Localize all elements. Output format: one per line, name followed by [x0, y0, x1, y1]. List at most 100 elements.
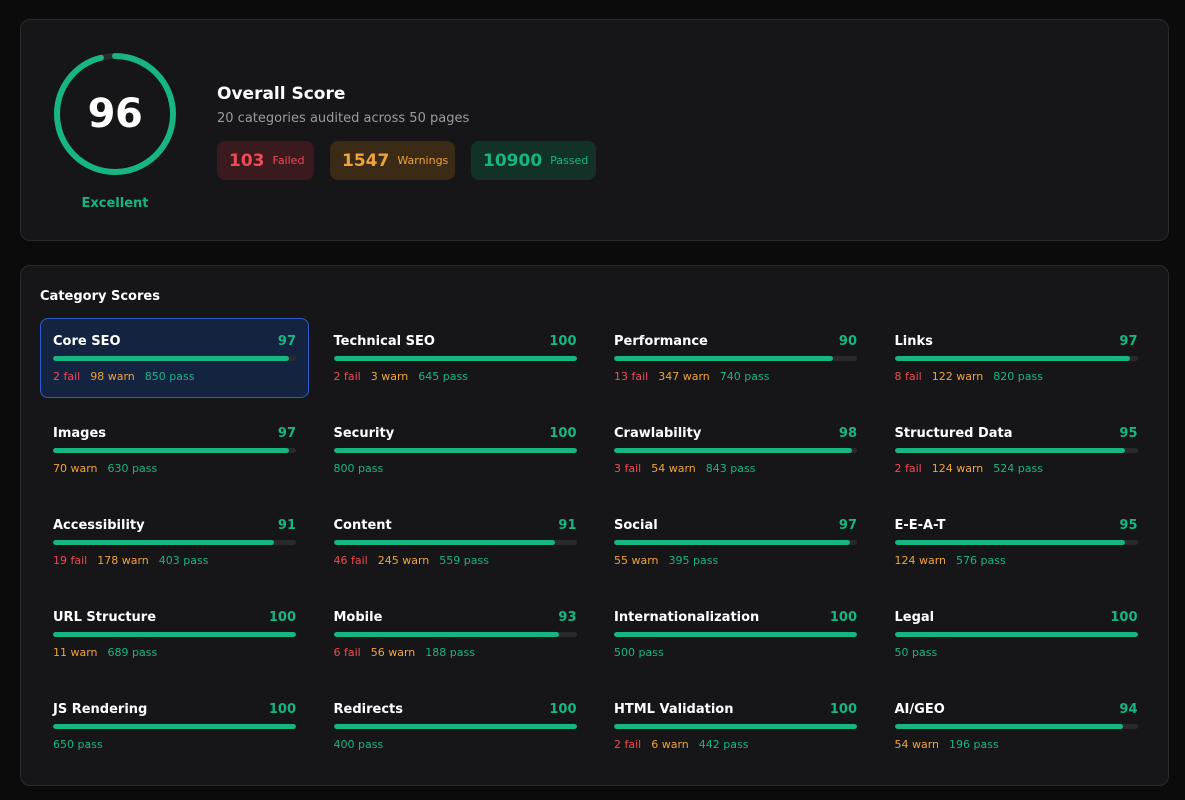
category-card-header: Redirects 100 — [334, 702, 577, 717]
category-score-bar-fill — [614, 724, 857, 729]
category-card-core-seo[interactable]: Core SEO 97 2 fail 98 warn 850 pass — [40, 318, 309, 398]
category-card-header: Links 97 — [895, 334, 1138, 349]
category-score-bar-fill — [894, 632, 1138, 637]
pass-count: 630 pass — [107, 462, 158, 475]
category-name: Content — [333, 518, 392, 533]
category-counts: 6 fail 56 warn 188 pass — [334, 646, 475, 659]
category-score-bar-fill — [614, 356, 833, 361]
category-card-social[interactable]: Social 97 55 warn 395 pass — [601, 502, 870, 582]
category-card-technical-seo[interactable]: Technical SEO 100 2 fail 3 warn 645 pass — [321, 318, 590, 398]
category-score: 100 — [549, 702, 577, 717]
category-card-html-validation[interactable]: HTML Validation 100 2 fail 6 warn 442 pass — [601, 686, 870, 766]
category-card-header: Legal 100 — [895, 610, 1138, 625]
category-score-bar-fill — [894, 724, 1123, 729]
warn-count: 98 warn — [90, 370, 135, 383]
category-card-performance[interactable]: Performance 90 13 fail 347 warn 740 pass — [601, 318, 870, 398]
warn-count: 56 warn — [370, 646, 416, 659]
category-name: HTML Validation — [614, 702, 734, 717]
score-ring-progress — [54, 53, 176, 175]
category-card-header: URL Structure 100 — [53, 610, 296, 625]
category-counts: 13 fail 347 warn 740 pass — [614, 370, 769, 383]
category-card-images[interactable]: Images 97 70 warn 630 pass — [40, 410, 309, 490]
pass-count: 820 pass — [993, 370, 1043, 383]
warnings-stat-badge[interactable]: 1547 Warnings — [330, 141, 455, 180]
warn-count: 124 warn — [931, 462, 984, 475]
category-counts: 11 warn 689 pass — [53, 646, 157, 659]
category-score: 91 — [558, 518, 577, 533]
fail-count: 6 fail — [333, 646, 361, 659]
category-card-e-e-a-t[interactable]: E-E-A-T 95 124 warn 576 pass — [882, 502, 1151, 582]
pass-count: 689 pass — [107, 646, 158, 659]
category-score-bar — [614, 632, 857, 637]
category-card-url-structure[interactable]: URL Structure 100 11 warn 689 pass — [40, 594, 309, 674]
pass-count: 196 pass — [949, 738, 999, 751]
warn-count: 54 warn — [651, 462, 696, 475]
category-score: 97 — [838, 518, 857, 533]
category-counts: 2 fail 3 warn 645 pass — [334, 370, 468, 383]
category-counts: 70 warn 630 pass — [53, 462, 157, 475]
category-score-bar — [53, 632, 296, 637]
category-card-crawlability[interactable]: Crawlability 98 3 fail 54 warn 843 pass — [601, 410, 870, 490]
category-card-header: Internationalization 100 — [614, 610, 857, 625]
pass-count: 650 pass — [53, 738, 103, 751]
category-card-header: Core SEO 97 — [53, 334, 296, 349]
category-score-bar-fill — [894, 356, 1131, 361]
pass-count: 403 pass — [158, 554, 209, 567]
warn-count: 70 warn — [53, 462, 98, 475]
category-card-security[interactable]: Security 100 800 pass — [321, 410, 590, 490]
category-score-bar — [333, 356, 577, 361]
category-counts: 650 pass — [53, 738, 103, 751]
pass-count: 50 pass — [894, 646, 938, 659]
score-ring-graphic — [54, 53, 176, 175]
category-counts: 800 pass — [334, 462, 384, 475]
category-card-redirects[interactable]: Redirects 100 400 pass — [321, 686, 590, 766]
category-card-header: Accessibility 91 — [53, 518, 296, 533]
category-score-bar-fill — [333, 632, 560, 637]
category-card-header: HTML Validation 100 — [614, 702, 857, 717]
category-score-bar-fill — [614, 448, 853, 453]
category-counts: 400 pass — [334, 738, 384, 751]
category-card-header: JS Rendering 100 — [53, 702, 296, 717]
fail-count: 8 fail — [894, 370, 922, 383]
pass-count: 524 pass — [993, 462, 1043, 475]
category-card-ai-geo[interactable]: AI/GEO 94 54 warn 196 pass — [882, 686, 1151, 766]
category-card-mobile[interactable]: Mobile 93 6 fail 56 warn 188 pass — [321, 594, 590, 674]
category-counts: 2 fail 6 warn 442 pass — [614, 738, 748, 751]
category-score-bar — [614, 540, 857, 545]
pass-count: 800 pass — [333, 462, 384, 475]
category-score-bar — [333, 448, 577, 453]
category-name: Legal — [894, 610, 935, 625]
category-score: 98 — [838, 426, 857, 441]
failed-stat-badge[interactable]: 103 Failed — [217, 141, 314, 180]
category-score-bar — [333, 540, 577, 545]
category-score-bar-fill — [333, 356, 577, 361]
category-card-internationalization[interactable]: Internationalization 100 500 pass — [601, 594, 870, 674]
passed-stat-badge[interactable]: 10900 Passed — [471, 141, 596, 180]
pass-count: 559 pass — [439, 554, 489, 567]
failed-count: 103 — [229, 150, 265, 171]
score-rating-label: Excellent — [81, 196, 149, 211]
category-card-header: E-E-A-T 95 — [895, 518, 1138, 533]
warn-count: 6 warn — [651, 738, 689, 751]
category-score: 100 — [268, 610, 296, 625]
category-card-links[interactable]: Links 97 8 fail 122 warn 820 pass — [882, 318, 1151, 398]
pass-count: 645 pass — [418, 370, 468, 383]
category-card-content[interactable]: Content 91 46 fail 245 warn 559 pass — [321, 502, 590, 582]
overall-score-panel: 96 Excellent Overall Score 20 categories… — [20, 19, 1169, 241]
category-card-structured-data[interactable]: Structured Data 95 2 fail 124 warn 524 pass — [882, 410, 1151, 490]
category-name: Links — [894, 334, 933, 349]
category-score-bar — [53, 356, 296, 361]
category-name: Internationalization — [614, 610, 760, 625]
category-counts: 8 fail 122 warn 820 pass — [895, 370, 1043, 383]
pass-count: 843 pass — [705, 462, 756, 475]
category-score-bar — [53, 724, 296, 729]
warn-count: 245 warn — [377, 554, 430, 567]
category-score-bar-fill — [614, 540, 850, 545]
category-name: Crawlability — [614, 426, 702, 441]
category-counts: 2 fail 98 warn 850 pass — [53, 370, 194, 383]
category-card-legal[interactable]: Legal 100 50 pass — [882, 594, 1151, 674]
category-card-header: Technical SEO 100 — [334, 334, 577, 349]
category-card-js-rendering[interactable]: JS Rendering 100 650 pass — [40, 686, 309, 766]
category-card-accessibility[interactable]: Accessibility 91 19 fail 178 warn 403 pass — [40, 502, 309, 582]
category-score-bar-fill — [53, 448, 289, 453]
